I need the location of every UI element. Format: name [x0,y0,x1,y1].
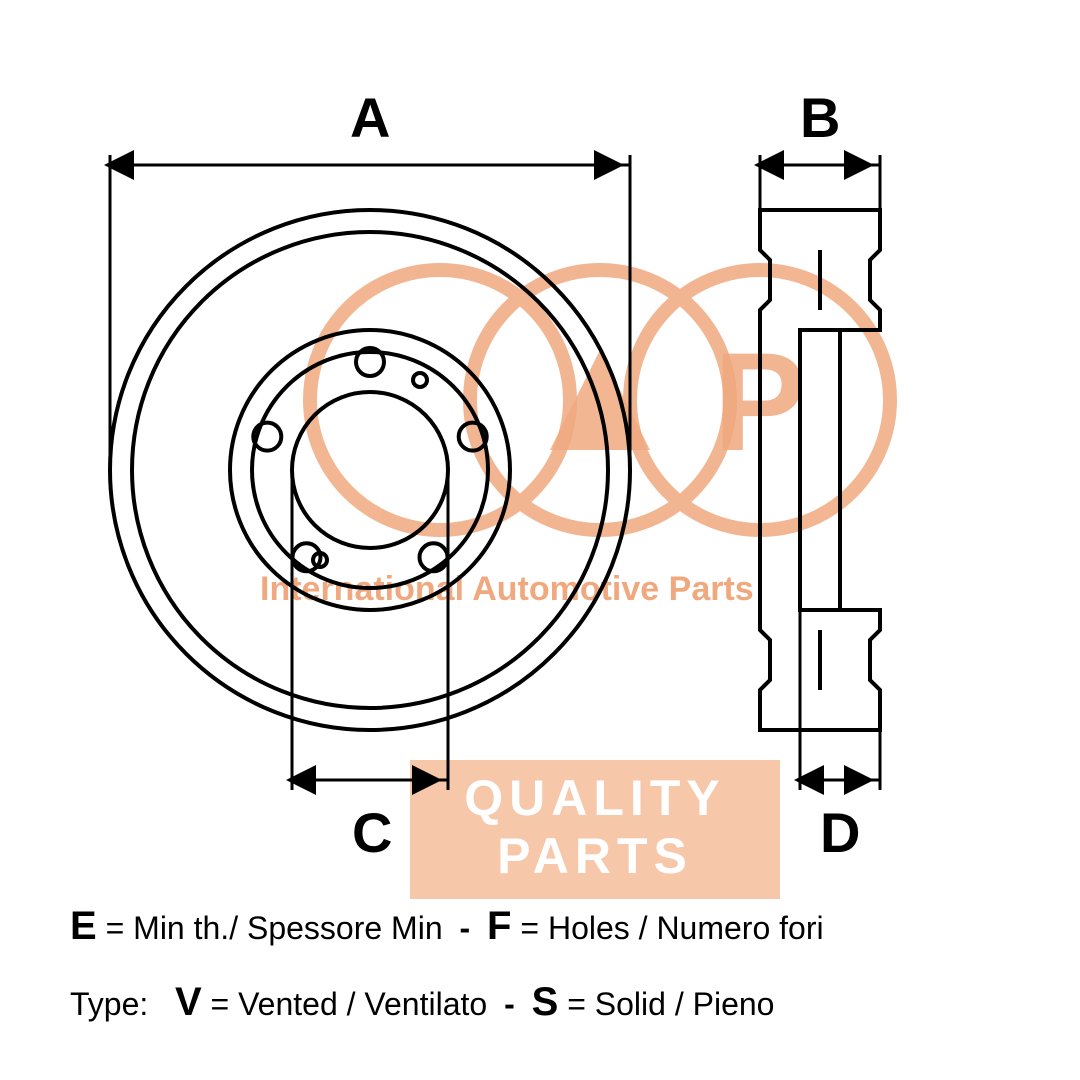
legend-type-label: Type: [70,986,148,1022]
label-A: A [350,85,390,150]
legend-dash-2: - [504,974,515,1035]
legend-F-text: = Holes / Numero fori [520,910,823,946]
legend-E-text: = Min th./ Spessore Min [106,910,443,946]
canvas: P International Automotive Parts QUALITY… [0,0,1080,1080]
legend-dash-1: - [460,898,471,959]
dimension-A [110,155,630,470]
legend-V-text: = Vented / Ventilato [211,986,488,1022]
side-view [760,210,880,730]
label-B: B [800,85,840,150]
front-view [110,210,630,730]
label-D: D [820,800,860,865]
legend-S-text: = Solid / Pieno [567,986,774,1022]
legend-row-1: E = Min th./ Spessore Min - F = Holes / … [70,888,1030,964]
bolt-holes [253,348,486,571]
legend-E-key: E [70,904,97,948]
legend-row-2: Type: V = Vented / Ventilato - S = Solid… [70,964,1030,1040]
dimension-C [292,470,448,790]
legend-F-key: F [487,904,511,948]
legend-V-key: V [175,980,202,1024]
dimension-D [800,610,880,790]
legend: E = Min th./ Spessore Min - F = Holes / … [70,888,1030,1040]
label-C: C [352,800,392,865]
dimension-B [760,155,880,210]
legend-S-key: S [532,980,559,1024]
